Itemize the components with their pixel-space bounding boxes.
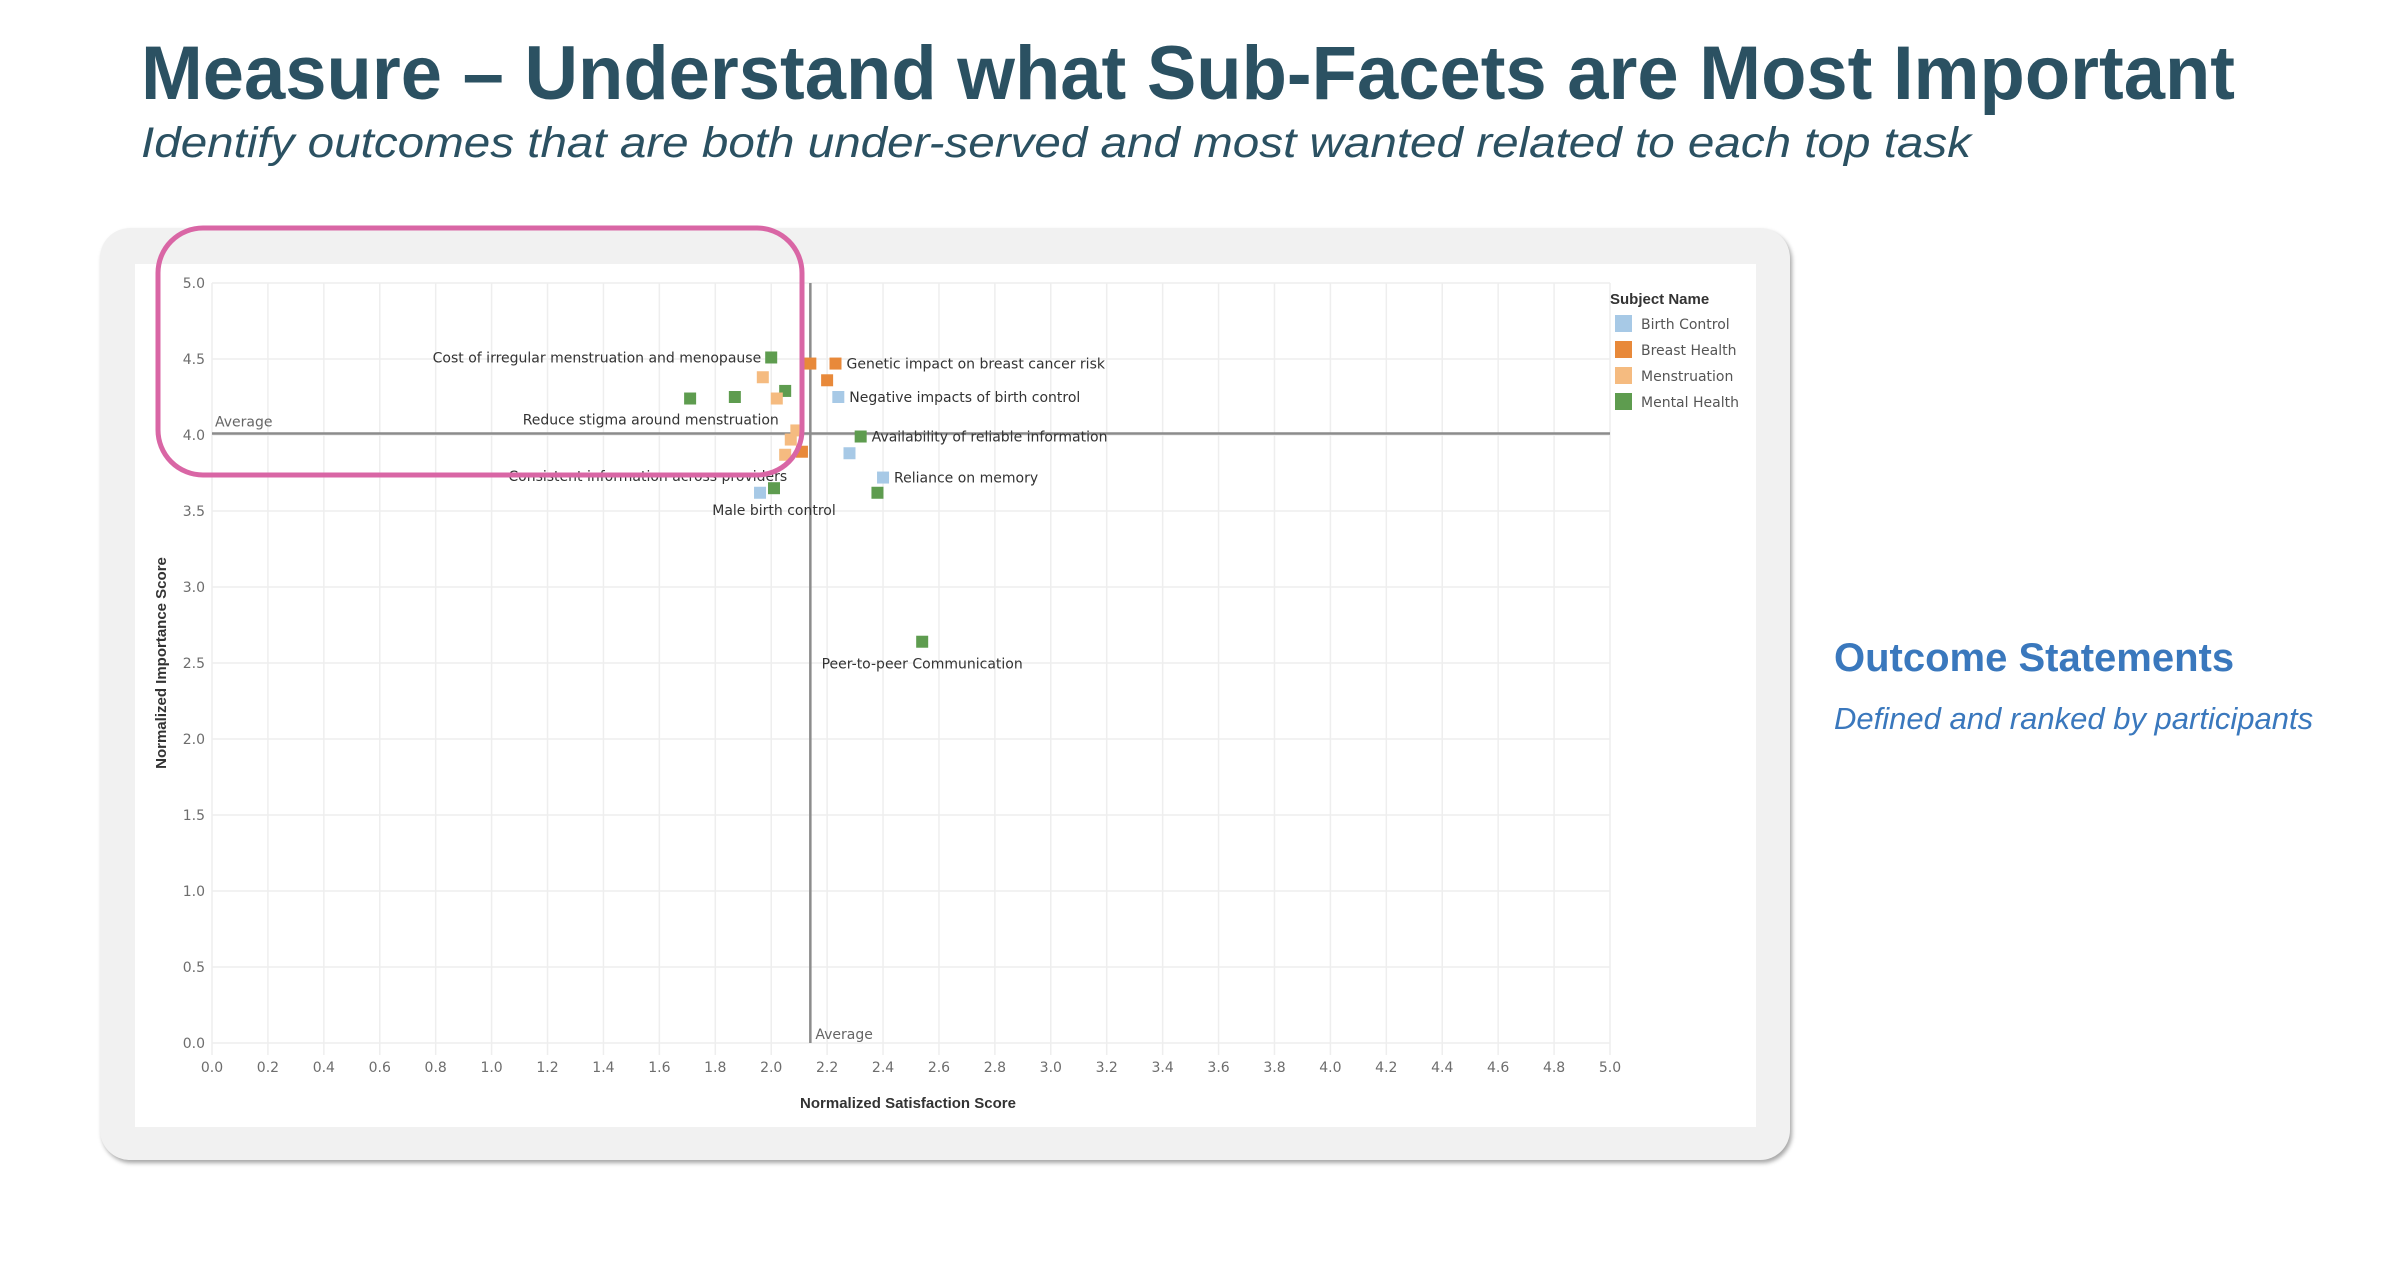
x-tick-label: 5.0: [1599, 1060, 1621, 1076]
x-tick-label: 0.6: [369, 1060, 391, 1076]
y-tick-label: 3.0: [183, 580, 205, 596]
data-point: [770, 392, 783, 405]
x-tick-label: 2.2: [816, 1060, 838, 1076]
page-subtitle: Identify outcomes that are both under-se…: [141, 119, 1974, 167]
x-axis-ticks: 0.0 0.2 0.4 0.6 0.8 1.0 1.2 1.4 1.6 1.8 2.0 2.2 2.4 2…: [201, 1060, 1621, 1076]
x-average-label: Average: [815, 1027, 873, 1043]
x-tick-label: 3.2: [1096, 1060, 1118, 1076]
data-point: [804, 357, 817, 370]
data-point: [877, 471, 890, 484]
x-tick-label: 1.4: [592, 1060, 614, 1076]
x-tick-label: 1.0: [480, 1060, 502, 1076]
data-point: [756, 371, 769, 384]
x-tick-label: 0.4: [313, 1060, 335, 1076]
y-tick-label: 1.5: [183, 808, 205, 824]
data-point: [784, 433, 797, 446]
header: Measure – Understand what Sub-Facets are…: [141, 31, 2235, 167]
point-label: Male birth control: [712, 503, 835, 519]
outcome-statements-subtitle: Defined and ranked by participants: [1834, 701, 2314, 736]
x-tick-label: 3.4: [1152, 1060, 1174, 1076]
x-tick-label: 4.8: [1543, 1060, 1565, 1076]
y-tick-label: 0.5: [183, 960, 205, 976]
legend-label: Menstruation: [1641, 369, 1733, 385]
x-tick-label: 4.0: [1319, 1060, 1341, 1076]
y-tick-label: 4.0: [183, 428, 205, 444]
x-tick-label: 4.2: [1375, 1060, 1397, 1076]
x-tick-label: 0.8: [425, 1060, 447, 1076]
y-average-label: Average: [215, 414, 273, 430]
legend-swatch: [1615, 393, 1632, 410]
x-tick-label: 1.8: [704, 1060, 726, 1076]
data-point: [767, 482, 780, 495]
chart-background: [135, 264, 1756, 1127]
legend-swatch: [1615, 367, 1632, 384]
grid-lines: [211, 282, 1611, 1055]
y-tick-label: 2.5: [183, 656, 205, 672]
x-tick-label: 4.4: [1431, 1060, 1453, 1076]
y-tick-label: 5.0: [183, 276, 205, 292]
point-label: Peer-to-peer Communication: [822, 657, 1023, 673]
point-label: Negative impacts of birth control: [849, 390, 1080, 406]
reference-lines: Average Average: [212, 283, 1610, 1043]
x-tick-label: 4.6: [1487, 1060, 1509, 1076]
y-axis-ticks: 0.0 0.5 1.0 1.5 2.0 2.5 3.0 3.5 4.0 4.5 5.0: [183, 276, 205, 1052]
data-point: [854, 430, 867, 443]
data-point: [765, 351, 778, 364]
y-axis-title: Normalized Importance Score: [153, 557, 170, 769]
x-tick-label: 0.0: [201, 1060, 223, 1076]
legend-label: Mental Health: [1641, 395, 1739, 411]
data-point: [821, 374, 834, 387]
legend-swatch: [1615, 315, 1632, 332]
x-tick-label: 0.2: [257, 1060, 279, 1076]
x-tick-label: 2.4: [872, 1060, 894, 1076]
x-tick-label: 3.0: [1040, 1060, 1062, 1076]
highlight-box: [155, 225, 805, 478]
x-tick-label: 1.6: [648, 1060, 670, 1076]
point-label: Genetic impact on breast cancer risk: [847, 357, 1106, 373]
point-label: Cost of irregular menstruation and menop…: [433, 350, 762, 366]
legend: Subject Name Birth Control Breast Health M…: [1610, 291, 1739, 411]
x-tick-label: 3.6: [1207, 1060, 1229, 1076]
x-tick-label: 2.8: [984, 1060, 1006, 1076]
x-axis-title: Normalized Satisfaction Score: [800, 1095, 1016, 1112]
data-point: [832, 391, 845, 403]
legend-title: Subject Name: [1610, 291, 1709, 308]
x-tick-label: 3.8: [1263, 1060, 1285, 1076]
y-tick-label: 2.0: [183, 732, 205, 748]
data-point: [684, 392, 697, 405]
data-point: [779, 448, 792, 461]
x-tick-label: 1.2: [536, 1060, 558, 1076]
x-tick-label: 2.0: [760, 1060, 782, 1076]
legend-label: Birth Control: [1641, 317, 1730, 333]
data-point: [829, 357, 842, 370]
y-tick-label: 3.5: [183, 504, 205, 520]
y-tick-label: 1.0: [183, 884, 205, 900]
point-label: Reliance on memory: [894, 471, 1038, 487]
point-label: Reduce stigma around menstruation: [523, 413, 779, 429]
data-point: [871, 486, 884, 499]
data-point: [843, 447, 856, 460]
y-tick-label: 4.5: [183, 352, 205, 368]
legend-swatch: [1615, 341, 1632, 358]
data-point: [790, 424, 803, 437]
data-point: [728, 391, 741, 403]
y-tick-label: 0.0: [183, 1036, 205, 1052]
page-title: Measure – Understand what Sub-Facets are…: [141, 31, 2235, 116]
data-point: [916, 635, 929, 648]
data-point: [754, 486, 767, 499]
outcome-statements-title: Outcome Statements: [1834, 636, 2235, 680]
x-tick-label: 2.6: [928, 1060, 950, 1076]
point-label: Availability of reliable information: [872, 430, 1108, 446]
legend-label: Breast Health: [1641, 343, 1736, 359]
